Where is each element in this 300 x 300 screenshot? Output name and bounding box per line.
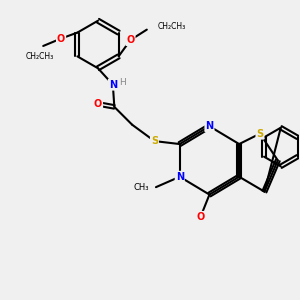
Text: O: O bbox=[57, 34, 65, 44]
Text: N: N bbox=[206, 121, 214, 131]
Text: N: N bbox=[176, 172, 184, 182]
Text: S: S bbox=[256, 129, 263, 139]
Text: H: H bbox=[119, 78, 126, 87]
Text: N: N bbox=[109, 80, 117, 90]
Text: CH₂CH₃: CH₂CH₃ bbox=[26, 52, 54, 61]
Text: O: O bbox=[94, 99, 102, 109]
Text: CH₃: CH₃ bbox=[133, 183, 148, 192]
Text: CH₂CH₃: CH₂CH₃ bbox=[157, 22, 185, 31]
Text: O: O bbox=[196, 212, 205, 222]
Text: O: O bbox=[126, 35, 135, 45]
Text: S: S bbox=[151, 136, 158, 146]
